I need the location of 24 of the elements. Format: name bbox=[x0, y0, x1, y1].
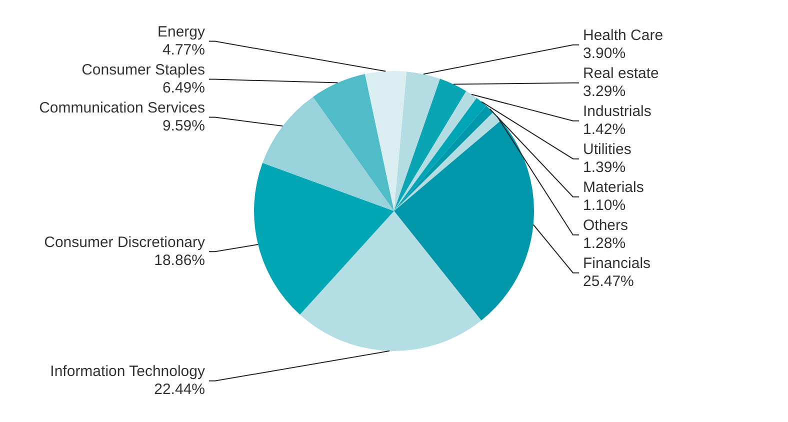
slice-label: Consumer Discretionary bbox=[44, 234, 206, 251]
slice-label: Others bbox=[583, 216, 628, 234]
slice-label: Industrials bbox=[583, 102, 652, 120]
data-label: 1.10% bbox=[583, 196, 626, 214]
data-label: 1.39% bbox=[583, 158, 626, 176]
slice-label: Materials bbox=[583, 178, 644, 196]
data-label: 3.29% bbox=[583, 82, 626, 100]
slice-label: Health Care bbox=[583, 26, 664, 44]
data-label: 22.44% bbox=[154, 381, 205, 398]
slice-label: Energy bbox=[157, 23, 206, 40]
data-label: 1.28% bbox=[583, 234, 626, 252]
slice-label: Consumer Staples bbox=[82, 61, 205, 78]
slice-label: Information Technology bbox=[50, 363, 206, 380]
slice-label: Communication Services bbox=[39, 99, 205, 116]
data-label: 1.42% bbox=[583, 120, 626, 138]
data-label: 18.86% bbox=[154, 252, 205, 269]
data-label: 25.47% bbox=[583, 272, 634, 290]
data-label: 3.90% bbox=[583, 44, 626, 62]
data-label: 4.77% bbox=[162, 41, 205, 58]
slice-label: Real estate bbox=[583, 64, 659, 82]
data-label: 9.59% bbox=[162, 117, 205, 134]
slice-label: Utilities bbox=[583, 140, 632, 158]
data-label: 6.49% bbox=[162, 79, 205, 96]
slice-label: Financials bbox=[583, 254, 651, 272]
